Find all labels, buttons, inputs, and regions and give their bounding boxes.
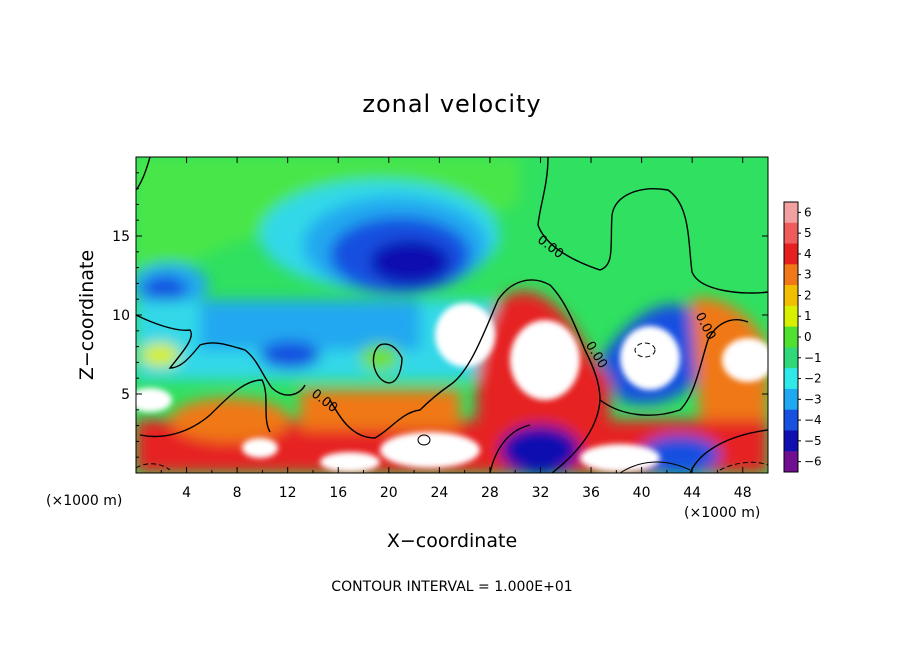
x-axis-label: X−coordinate — [387, 530, 517, 552]
x-tick-label: 20 — [380, 485, 398, 501]
colorbar-swatch — [784, 409, 798, 431]
colorbar-label: 5 — [804, 226, 812, 240]
contour-interval-note: CONTOUR INTERVAL = 1.000E+01 — [331, 579, 572, 595]
colorbar-swatch — [784, 430, 798, 452]
colorbar-label: 3 — [804, 268, 812, 282]
x-tick-label: 44 — [683, 485, 701, 501]
colorbar-label: −6 — [804, 455, 822, 469]
y-axis-label: Z−coordinate — [76, 250, 98, 380]
x-tick-label: 12 — [279, 485, 297, 501]
x-tick-label: 4 — [182, 485, 191, 501]
colorbar-label: −4 — [804, 413, 822, 427]
x-unit-right: (×1000 m) — [684, 505, 760, 521]
y-tick-label: 5 — [121, 387, 130, 403]
x-tick-label: 16 — [329, 485, 347, 501]
y-axis-ticks: 5 10 15 — [112, 172, 768, 458]
x-tick-label: 36 — [582, 485, 600, 501]
x-tick-label: 8 — [233, 485, 242, 501]
y-tick-label: 10 — [112, 308, 130, 324]
colorbar-label: 4 — [804, 247, 812, 261]
negative-contours — [136, 342, 768, 471]
colorbar-swatch — [784, 222, 798, 245]
colorbar-swatch — [784, 305, 798, 328]
x-tick-label: 24 — [430, 485, 448, 501]
colorbar-label: 0 — [804, 330, 812, 344]
colorbar-swatch — [784, 243, 798, 265]
colorbar-swatch — [784, 347, 798, 369]
colorbar-swatch — [784, 264, 798, 286]
x-unit-left: (×1000 m) — [46, 493, 122, 509]
colorbar-label: 6 — [804, 205, 812, 219]
x-tick-label: 32 — [532, 485, 550, 501]
x-tick-label: 48 — [734, 485, 752, 501]
colorbar-swatch — [784, 368, 798, 390]
colorbar-swatch — [784, 388, 798, 411]
y-tick-label: 15 — [112, 229, 130, 245]
colorbar-label: −2 — [804, 372, 822, 386]
colorbar-label: −1 — [804, 351, 822, 365]
positive-contours — [417, 434, 691, 473]
colorbar-label: −5 — [804, 434, 822, 448]
x-tick-label: 28 — [481, 485, 499, 501]
x-tick-label: 40 — [633, 485, 651, 501]
x-axis-ticks: 4 8 12 16 20 24 28 32 36 40 44 48 — [160, 157, 752, 501]
colorbar-label: −3 — [804, 392, 822, 406]
chart-title: zonal velocity — [362, 90, 541, 118]
colorbar-swatch — [784, 202, 798, 224]
colorbar: 6 5 4 3 2 1 0 −1 −2 −3 −4 −5 −6 — [783, 201, 822, 473]
colorbar-swatch — [784, 451, 798, 473]
colorbar-label: 1 — [804, 309, 812, 323]
colorbar-swatch — [784, 285, 798, 307]
colorbar-swatch — [784, 326, 798, 348]
velocity-field — [136, 157, 768, 473]
colorbar-label: 2 — [804, 288, 812, 302]
plot-area — [135, 156, 769, 474]
